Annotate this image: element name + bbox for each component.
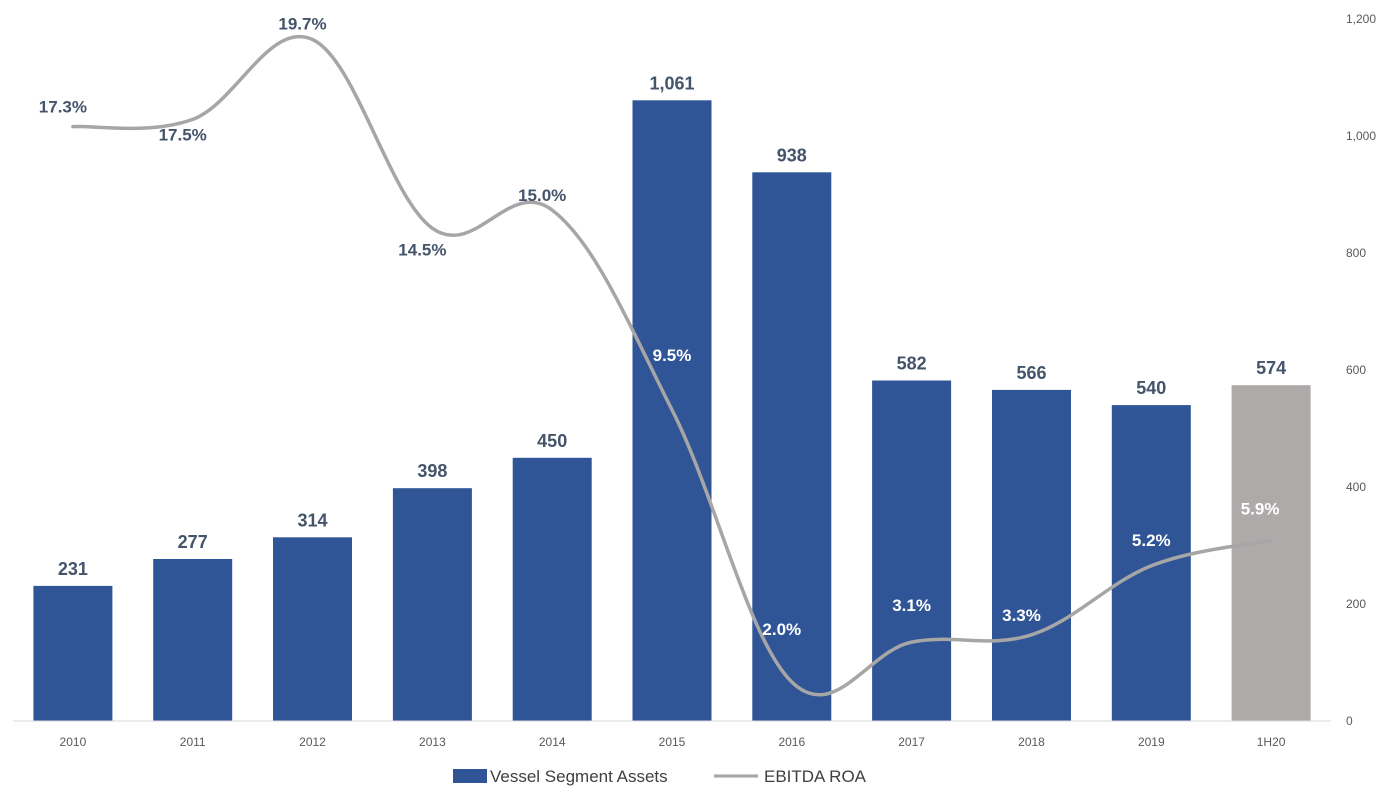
- y-right-tick-label: 400: [1346, 480, 1366, 494]
- x-tick-label: 2015: [659, 735, 686, 749]
- roa-value-label: 15.0%: [518, 186, 566, 205]
- y-right-tick-label: 800: [1346, 246, 1366, 260]
- bar-value-label: 566: [1016, 363, 1046, 383]
- bar-2018: [992, 389, 1071, 721]
- bar-2014: [512, 457, 592, 722]
- bars-layer: [33, 100, 1311, 722]
- legend-label-vessel-segment-assets: Vessel Segment Assets: [490, 767, 668, 786]
- ebitda-roa-line: [71, 35, 1273, 697]
- roa-value-label: 17.3%: [39, 98, 87, 117]
- bar-value-label: 1,061: [649, 73, 694, 93]
- bar-value-label: 231: [58, 559, 88, 579]
- legend-swatch-vessel-segment-assets: [453, 769, 487, 783]
- x-tick-label: 2019: [1138, 735, 1165, 749]
- bar-value-label: 582: [897, 354, 927, 374]
- roa-value-label: 19.7%: [278, 15, 326, 34]
- roa-value-label: 14.5%: [398, 240, 446, 259]
- y-right-tick-label: 1,200: [1346, 12, 1376, 26]
- y-right-tick-label: 200: [1346, 597, 1366, 611]
- axis-layer: 2010 2011 2012 2013 2014 2015 2016 2017 2018 2019…: [13, 12, 1376, 749]
- x-tick-label: 2010: [60, 735, 87, 749]
- x-tick-label: 1H20: [1257, 735, 1286, 749]
- labels-layer: 231 277 314 398 450 1,061 938 582 566 540 574 17.3%…: [39, 15, 1286, 640]
- bar-value-label: 277: [178, 532, 208, 552]
- legend-label-ebitda-roa: EBITDA ROA: [764, 767, 867, 786]
- line-layer: [71, 35, 1273, 697]
- roa-value-label: 9.5%: [653, 346, 692, 365]
- y-right-tick-label: 0: [1346, 714, 1353, 728]
- x-tick-label: 2013: [419, 735, 446, 749]
- roa-value-label: 2.0%: [762, 620, 801, 639]
- y-right-tick-label: 600: [1346, 363, 1366, 377]
- x-tick-label: 2018: [1018, 735, 1045, 749]
- bar-2012: [273, 537, 352, 721]
- x-tick-label: 2016: [778, 735, 805, 749]
- bar-2019: [1111, 405, 1191, 721]
- y-right-tick-label: 1,000: [1346, 129, 1376, 143]
- bar-2016: [752, 172, 832, 722]
- roa-value-label: 17.5%: [159, 125, 207, 144]
- legend: Vessel Segment Assets EBITDA ROA: [453, 767, 867, 786]
- x-tick-label: 2017: [898, 735, 925, 749]
- bar-value-label: 398: [417, 461, 447, 481]
- roa-value-label: 3.1%: [892, 596, 931, 615]
- x-tick-label: 2012: [299, 735, 326, 749]
- bar-value-label: 574: [1256, 358, 1286, 378]
- bar-2011: [153, 559, 233, 721]
- bar-2017: [872, 380, 952, 721]
- roa-value-label: 5.9%: [1241, 499, 1280, 518]
- roa-value-label: 3.3%: [1002, 606, 1041, 625]
- bar-value-label: 450: [537, 431, 567, 451]
- bar-value-label: 314: [297, 510, 327, 530]
- bar-value-label: 540: [1136, 378, 1166, 398]
- x-tick-label: 2014: [539, 735, 566, 749]
- bar-2013: [392, 488, 472, 721]
- bar-value-label: 938: [777, 145, 807, 165]
- x-tick-label: 2011: [180, 735, 206, 749]
- bar-2010: [33, 585, 113, 721]
- bar-1h20: [1231, 385, 1311, 721]
- roa-value-label: 5.2%: [1132, 531, 1171, 550]
